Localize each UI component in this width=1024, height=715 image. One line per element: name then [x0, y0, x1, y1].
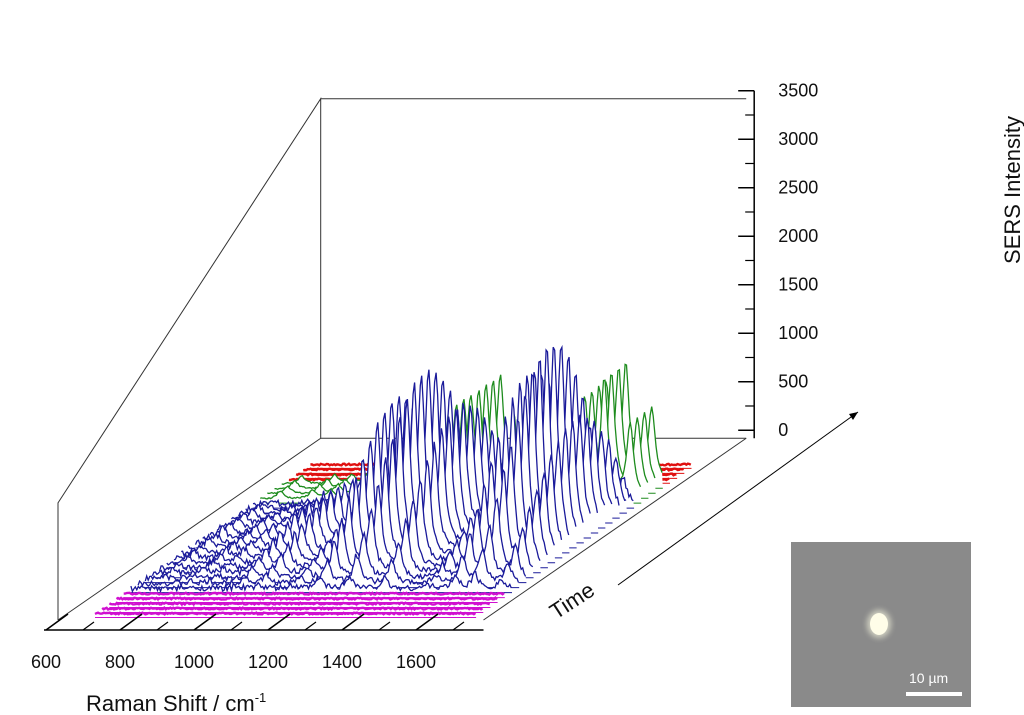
spectrum-line	[123, 591, 505, 597]
particle-spot	[870, 613, 888, 635]
y-tick-label: 2500	[778, 178, 818, 198]
spectrum-line	[130, 571, 512, 594]
y-tick-label: 500	[778, 372, 808, 392]
spectrum-fill	[130, 571, 512, 593]
spectrum-fill	[181, 397, 563, 558]
spectrum-fill	[195, 361, 577, 548]
time-axis-arrow	[617, 411, 859, 586]
x-tick-label: 800	[105, 652, 135, 672]
x-tick-label: 1600	[396, 652, 436, 672]
spectrum-fill	[152, 499, 534, 578]
x-tick-label: 600	[31, 652, 61, 672]
y-tick-label: 1000	[778, 323, 818, 343]
right-floor-edge	[483, 437, 747, 621]
y-tick-label: 2000	[778, 226, 818, 246]
x-axis-title: Raman Shift / cm-1	[86, 690, 266, 715]
time-axis-title: Time	[545, 577, 599, 624]
spectrum-fill	[166, 447, 548, 568]
spectra	[94, 344, 692, 618]
x-axis: 600 800 1000 1200 1400 1600	[31, 613, 484, 672]
x-tick	[341, 613, 365, 631]
x-tick	[193, 613, 217, 631]
y-axis-title: SERS Intensity	[1000, 116, 1024, 264]
x-minor-tick	[156, 621, 169, 631]
x-tick-label: 1000	[174, 652, 214, 672]
y-axis: 0 500 1000 1500 2000 2500 3000 3500	[738, 81, 818, 440]
x-minor-tick	[82, 621, 95, 631]
spectrum-line	[115, 596, 498, 601]
y-tick-label: 0	[778, 420, 788, 440]
x-minor-tick	[304, 621, 317, 631]
time-arrow-head	[849, 412, 858, 420]
x-tick	[119, 613, 143, 631]
spectrum-line	[108, 601, 491, 607]
spectrum-fill	[188, 374, 570, 553]
y-tick-label: 3000	[778, 129, 818, 149]
x-tick	[267, 613, 291, 631]
spectrum-line	[101, 606, 484, 612]
x-tick	[45, 613, 69, 631]
spectrum-fill	[145, 525, 527, 583]
scale-bar-label: 10 µm	[909, 670, 949, 686]
scale-bar	[906, 692, 962, 696]
x-minor-tick	[452, 621, 465, 631]
y-tick-label: 3500	[778, 81, 818, 101]
x-tick	[415, 613, 439, 631]
x-minor-tick	[378, 621, 391, 631]
x-minor-tick	[230, 621, 243, 631]
spectrum-fill	[174, 420, 556, 563]
y-tick-label: 1500	[778, 275, 818, 295]
spectrum-line	[94, 611, 477, 617]
microscope-inset: 10 µm	[791, 542, 971, 707]
x-tick-label: 1400	[322, 652, 362, 672]
x-tick-label: 1200	[248, 652, 288, 672]
spectrum-fill	[159, 470, 541, 573]
spectrum-fill	[138, 548, 520, 588]
